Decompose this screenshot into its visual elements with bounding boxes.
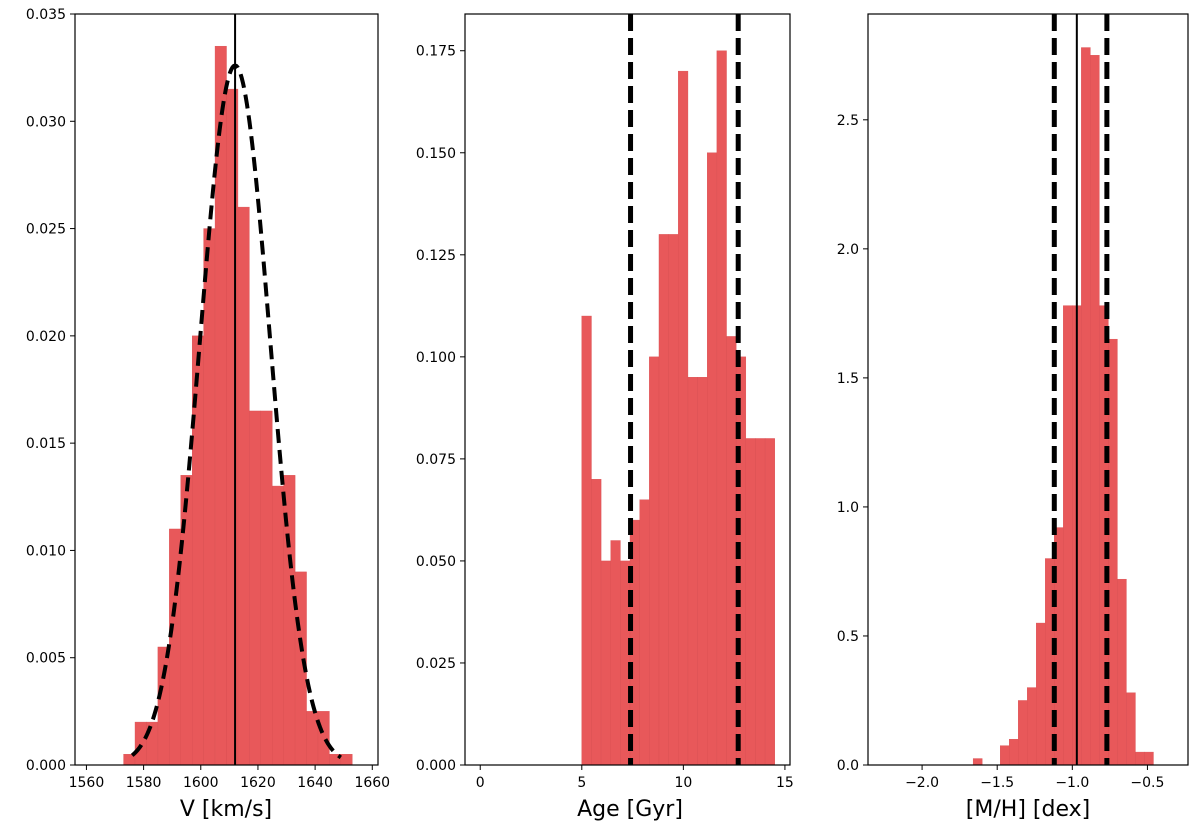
metallicity-bar <box>1018 700 1028 766</box>
velocity-y-tick-label: 0.005 <box>26 651 66 667</box>
age-x-tick-label: 15 <box>776 775 794 791</box>
velocity-x-tick-label: 1640 <box>297 775 333 791</box>
velocity-histogram-panel: 1560 1580 1600 1620 1640 1660 0.000 0.005 0.010 0… <box>26 7 390 791</box>
velocity-x-tick-label: 1600 <box>183 775 219 791</box>
metallicity-bar <box>1144 751 1154 766</box>
velocity-axis-label: V [km/s] <box>180 797 272 822</box>
velocity-bar <box>340 754 353 766</box>
age-histogram-panel: 0 5 10 15 0.000 0.025 0.050 0.075 0.100 0.125 0.15… <box>416 13 794 791</box>
metallicity-bar <box>1036 622 1046 766</box>
metallicity-bar <box>1081 47 1091 766</box>
velocity-x-tick-label: 1580 <box>126 775 162 791</box>
metallicity-y-tick-label: 2.0 <box>837 242 859 258</box>
velocity-x-tick-label: 1560 <box>69 775 105 791</box>
metallicity-bar <box>1063 305 1073 766</box>
metallicity-y-tick-label: 0.0 <box>837 758 859 774</box>
age-bar <box>707 152 718 766</box>
age-y-tick-label: 0.125 <box>416 248 456 264</box>
age-bar <box>658 234 669 766</box>
velocity-bar <box>157 646 170 766</box>
metallicity-x-tick-label: −2.0 <box>905 775 939 791</box>
velocity-y-tick-label: 0.035 <box>26 7 66 23</box>
age-bar <box>735 356 747 766</box>
age-bar <box>697 377 708 766</box>
age-bar <box>745 438 756 766</box>
metallicity-y-tick-label: 1.0 <box>837 500 859 516</box>
metallicity-bar <box>1027 687 1037 766</box>
age-bar <box>726 336 737 766</box>
metallicity-y-tick-label: 2.5 <box>837 113 859 129</box>
age-axes-frame <box>464 13 791 766</box>
age-y-tick-label: 0.150 <box>416 146 456 162</box>
age-bar <box>600 560 611 766</box>
age-y-tick-label: 0.175 <box>416 44 456 60</box>
age-bar <box>687 377 698 766</box>
metallicity-bar <box>972 758 983 766</box>
velocity-y-tick-label: 0.015 <box>26 436 66 452</box>
metallicity-axes-frame <box>867 13 1189 766</box>
velocity-x-tick-label: 1660 <box>354 775 390 791</box>
age-bar <box>591 479 602 766</box>
velocity-y-tick-label: 0.010 <box>26 543 66 559</box>
metallicity-histogram-panel: −2.0 −1.5 −1.0 −0.5 0.0 0.5 1.0 1.5 2.0 2.5 <box>837 13 1189 791</box>
age-y-tick-label: 0.075 <box>416 452 456 468</box>
metallicity-x-tick-label: −1.5 <box>980 775 1014 791</box>
age-bar <box>639 499 650 766</box>
age-bar <box>610 540 621 766</box>
metallicity-x-tick-label: −0.5 <box>1130 775 1164 791</box>
age-bar <box>649 356 660 766</box>
velocity-bar <box>237 206 250 766</box>
age-bar <box>581 315 592 766</box>
age-bar <box>668 234 679 766</box>
age-y-tick-label: 0.050 <box>416 554 456 570</box>
age-bar <box>678 70 689 766</box>
age-y-tick-label: 0.025 <box>416 656 456 672</box>
velocity-bar <box>134 721 147 766</box>
age-bar <box>764 438 775 766</box>
velocity-y-tick-label: 0.020 <box>26 329 66 345</box>
age-bar <box>716 50 727 766</box>
age-axis-label: Age [Gyr] <box>577 797 683 822</box>
metallicity-bar <box>1135 751 1145 766</box>
metallicity-bar <box>1108 338 1118 766</box>
metallicity-bar <box>1009 738 1019 766</box>
velocity-bar <box>203 228 216 766</box>
velocity-bar <box>306 711 319 766</box>
metallicity-axis-label: [M/H] [dex] <box>966 797 1090 822</box>
velocity-axes-frame <box>74 13 379 766</box>
metallicity-bar <box>1126 692 1136 766</box>
velocity-bar <box>180 475 193 766</box>
velocity-bar <box>272 485 284 766</box>
metallicity-y-tick-label: 1.5 <box>837 371 859 387</box>
age-y-tick-label: 0.100 <box>416 350 456 366</box>
age-x-tick-label: 0 <box>476 775 485 791</box>
age-x-tick-label: 5 <box>577 775 586 791</box>
age-bar <box>755 438 766 766</box>
metallicity-bar <box>1117 578 1127 766</box>
metallicity-x-tick-label: −1.0 <box>1055 775 1089 791</box>
velocity-y-tick-label: 0.030 <box>26 114 66 130</box>
velocity-y-tick-label: 0.025 <box>26 222 66 238</box>
velocity-bar <box>249 410 262 766</box>
metallicity-bar <box>1090 55 1100 766</box>
velocity-x-tick-label: 1620 <box>240 775 276 791</box>
velocity-gaussian-fit-curve <box>130 63 342 760</box>
velocity-y-tick-label: 0.000 <box>26 758 66 774</box>
age-x-tick-label: 10 <box>674 775 692 791</box>
metallicity-y-tick-label: 0.5 <box>837 629 859 645</box>
age-y-tick-label: 0.000 <box>416 758 456 774</box>
velocity-bar <box>260 410 273 766</box>
velocity-bar <box>226 88 239 766</box>
velocity-bar <box>317 711 330 766</box>
metallicity-bar <box>1000 745 1010 766</box>
